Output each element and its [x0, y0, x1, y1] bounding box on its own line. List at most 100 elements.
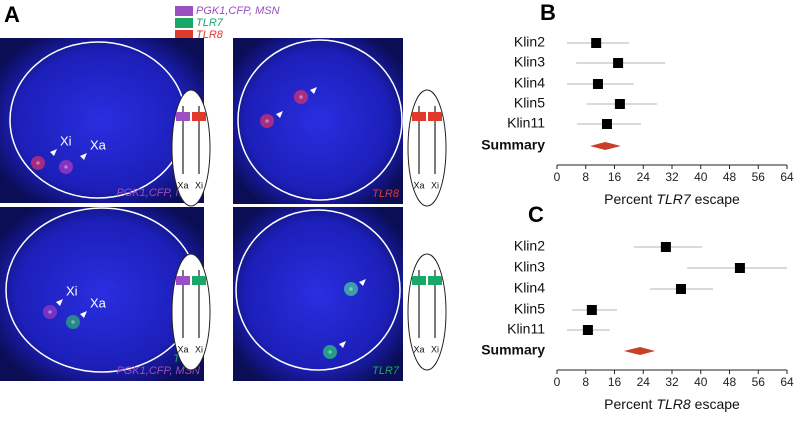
point-estimate: [601, 119, 612, 129]
legend-label: TLR8: [196, 29, 224, 41]
allele-label: Xa: [90, 137, 107, 152]
x-tick-label: 32: [665, 170, 679, 184]
gene-band: [192, 112, 206, 121]
x-tick-label: 32: [665, 375, 679, 389]
study-label: Klin11: [507, 321, 545, 337]
x-tick-label: 16: [608, 375, 622, 389]
x-tick-label: 48: [723, 170, 737, 184]
study-label: Klin11: [507, 115, 545, 131]
arrowhead: [359, 279, 366, 286]
gene-band: [192, 276, 206, 285]
study-label: Klin4: [514, 280, 545, 296]
chromosome-label: Xa: [413, 180, 424, 190]
x-axis-label-part: TLR8: [656, 396, 690, 412]
chromosome-label: Xi: [431, 180, 439, 190]
chromosome-label: Xi: [195, 180, 203, 190]
x-tick-label: 40: [694, 375, 708, 389]
signal-core: [63, 164, 69, 170]
legend-swatch: [175, 18, 193, 28]
study-label: Klin2: [514, 238, 545, 254]
micrograph: [0, 207, 204, 381]
summary-label: Summary: [481, 137, 545, 153]
chromosome-label: Xi: [431, 344, 439, 354]
image-caption: TLR7: [372, 365, 400, 377]
gene-band: [428, 276, 442, 285]
chromosome-label: Xi: [195, 344, 203, 354]
x-axis-label-part: Percent: [604, 191, 652, 207]
chromosome-label: Xa: [413, 344, 424, 354]
image-caption: TLR8: [372, 188, 400, 200]
gene-band: [428, 112, 442, 121]
point-estimate: [675, 284, 686, 294]
gene-band: [412, 276, 426, 285]
x-axis-label-part: escape: [695, 396, 740, 412]
point-estimate: [591, 38, 602, 48]
x-tick-label: 64: [780, 375, 794, 389]
allele-label: Xi: [66, 283, 78, 298]
summary-diamond: [623, 347, 656, 355]
arrowhead: [310, 87, 317, 94]
study-label: Klin5: [514, 95, 545, 111]
point-estimate: [660, 242, 671, 252]
gene-band: [176, 112, 190, 121]
allele-label: Xa: [90, 295, 107, 310]
signal-core: [298, 94, 304, 100]
arrowhead: [339, 341, 346, 348]
x-tick-label: 8: [582, 170, 589, 184]
panel-label: C: [528, 202, 544, 227]
micrograph: [233, 207, 403, 381]
x-tick-label: 40: [694, 170, 708, 184]
point-estimate: [614, 99, 625, 109]
panel-label: B: [540, 0, 556, 25]
study-label: Klin5: [514, 301, 545, 317]
x-axis-label-part: escape: [695, 191, 740, 207]
x-tick-label: 56: [752, 170, 766, 184]
nucleus-outline: [237, 39, 403, 201]
point-estimate: [613, 58, 624, 68]
gene-band: [412, 112, 426, 121]
x-tick-label: 64: [780, 170, 794, 184]
arrowhead: [56, 299, 63, 306]
arrowhead: [276, 111, 283, 118]
x-axis-label-part: TLR7: [656, 191, 691, 207]
signal-core: [264, 118, 270, 124]
legend-label: TLR7: [196, 17, 224, 29]
signal-core: [70, 319, 76, 325]
image-caption: PGK1,CFP, MSN: [116, 365, 200, 377]
x-tick-label: 16: [608, 170, 622, 184]
x-axis-label: Percent TLR8 escape: [604, 396, 740, 412]
point-estimate: [582, 325, 593, 335]
x-tick-label: 56: [752, 375, 766, 389]
signal-core: [348, 286, 354, 292]
point-estimate: [592, 79, 603, 89]
arrowhead: [80, 311, 87, 318]
summary-label: Summary: [481, 342, 545, 358]
study-label: Klin3: [514, 54, 545, 70]
x-tick-label: 48: [723, 375, 737, 389]
signal-core: [327, 349, 333, 355]
point-estimate: [586, 305, 597, 315]
chromosome-label: Xa: [177, 344, 188, 354]
arrowhead: [80, 153, 87, 160]
signal-core: [35, 160, 41, 166]
x-axis-label-part: Percent: [604, 396, 652, 412]
x-tick-label: 0: [554, 375, 561, 389]
study-label: Klin3: [514, 259, 545, 275]
legend-swatch: [175, 6, 193, 16]
summary-diamond: [590, 142, 621, 150]
allele-label: Xi: [60, 133, 72, 148]
panel-label: A: [4, 2, 20, 27]
legend-swatch: [175, 30, 193, 40]
x-tick-label: 24: [637, 170, 651, 184]
study-label: Klin4: [514, 75, 545, 91]
x-tick-label: 0: [554, 170, 561, 184]
x-tick-label: 24: [637, 375, 651, 389]
study-label: Klin2: [514, 34, 545, 50]
gene-band: [176, 276, 190, 285]
legend-label: PGK1,CFP, MSN: [196, 5, 280, 17]
signal-core: [47, 309, 53, 315]
x-axis-label: Percent TLR7 escape: [604, 191, 740, 207]
point-estimate: [734, 263, 745, 273]
nucleus-outline: [235, 209, 401, 371]
